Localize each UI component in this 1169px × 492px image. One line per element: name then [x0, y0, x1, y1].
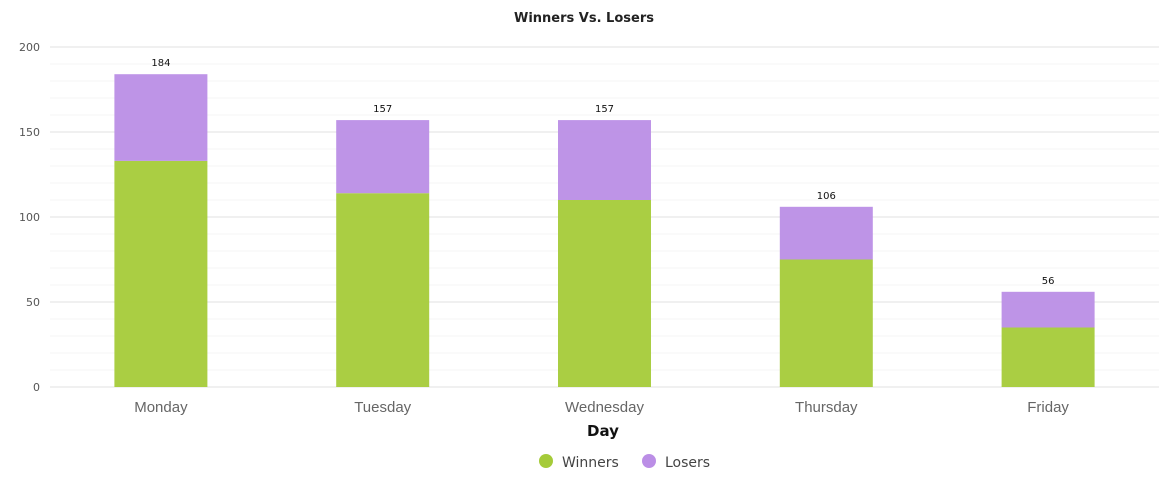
x-tick-label: Wednesday: [565, 399, 644, 416]
y-tick-label: 150: [19, 126, 40, 139]
y-tick-label: 200: [19, 41, 40, 54]
x-axis: Monday Tuesday Wednesday Thursday Friday: [134, 399, 1069, 416]
bar-losers: [558, 120, 651, 200]
legend-label-losers: Losers: [665, 455, 710, 471]
legend-marker-winners: [539, 454, 553, 468]
y-tick-label: 50: [26, 296, 40, 309]
legend-marker-losers: [642, 454, 656, 468]
data-label: 106: [817, 191, 836, 202]
bar-losers: [779, 206, 873, 260]
data-label: 157: [373, 104, 392, 115]
y-axis: 0 50 100 150 200: [19, 41, 40, 394]
legend: Winners Losers: [539, 454, 710, 471]
data-labels: 184 157 157 106 56: [151, 58, 1054, 287]
x-tick-label: Tuesday: [354, 399, 411, 416]
legend-label-winners: Winners: [562, 455, 619, 471]
bar-losers: [1001, 291, 1095, 328]
y-tick-label: 0: [33, 381, 40, 394]
bar-losers: [336, 120, 430, 194]
bars: [114, 74, 1095, 387]
bar-winners: [779, 259, 873, 387]
data-label: 184: [151, 58, 170, 69]
data-label: 157: [595, 104, 614, 115]
x-tick-label: Friday: [1027, 399, 1069, 416]
x-tick-label: Thursday: [795, 399, 858, 416]
bar-winners: [558, 200, 651, 387]
x-tick-label: Monday: [134, 399, 188, 416]
y-tick-label: 100: [19, 211, 40, 224]
x-axis-label: Day: [587, 422, 619, 440]
bar-losers: [114, 74, 208, 161]
data-label: 56: [1042, 276, 1055, 287]
bar-winners: [1001, 327, 1095, 387]
bar-winners: [114, 160, 208, 387]
bar-winners: [336, 193, 430, 387]
chart-title: Winners Vs. Losers: [514, 11, 654, 26]
